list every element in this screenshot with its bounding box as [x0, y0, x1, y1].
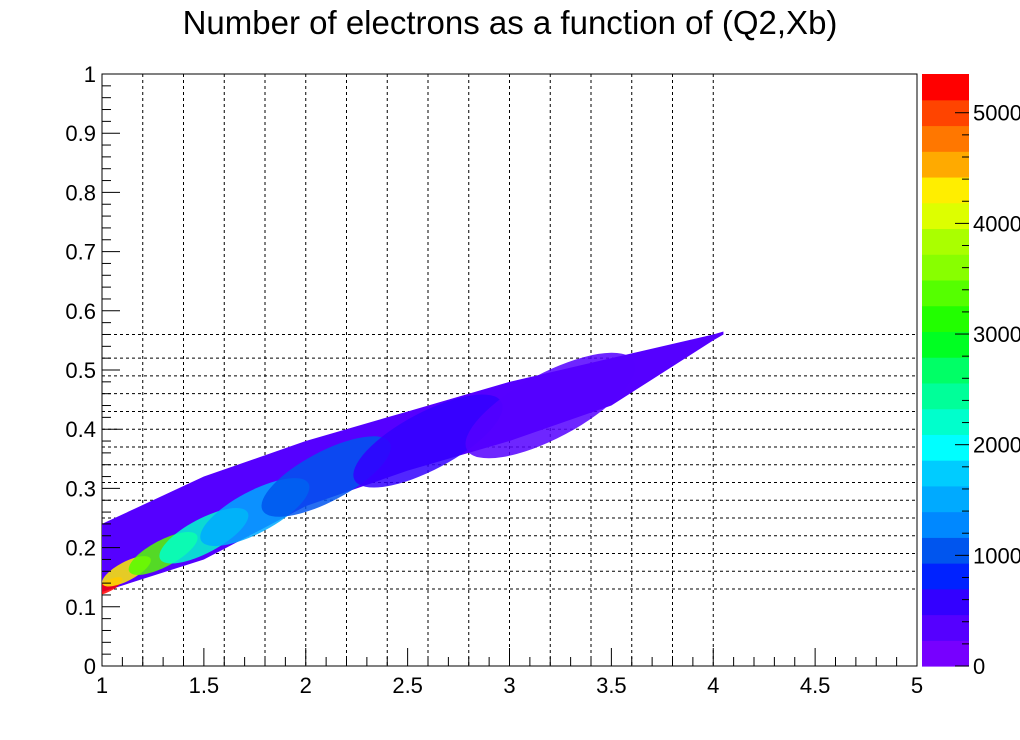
x-tick-label-6: 4: [707, 673, 719, 698]
colorbar-segment-12: [922, 331, 969, 358]
x-tick-label-2: 2: [300, 673, 312, 698]
colorbar-segment-7: [922, 460, 969, 487]
colorbar-segment-2: [922, 588, 969, 616]
color-scale: 0 1000 2000 3000 4000 5000: [922, 74, 1020, 679]
hotspot-7: [465, 352, 635, 459]
y-tick-label-5: 0.5: [65, 358, 96, 383]
x-tick-label-5: 3.5: [596, 673, 627, 698]
colorbar-segment-8: [922, 434, 969, 461]
x-tick-label-0: 1: [96, 673, 108, 698]
y-tick-label-4: 0.4: [65, 417, 96, 442]
y-tick-label-8: 0.8: [65, 180, 96, 205]
colorbar-segment-5: [922, 511, 969, 538]
colorbar-segment-19: [922, 151, 969, 178]
grid-layer: [102, 74, 917, 666]
x-tick-label-4: 3: [503, 673, 515, 698]
y-tick-label-9: 0.9: [65, 121, 96, 146]
colorbar-segment-18: [922, 176, 969, 204]
colorbar-segment-20: [922, 125, 969, 152]
colorbar-segment-0: [922, 640, 969, 667]
y-tick-label-1: 0.1: [65, 595, 96, 620]
x-tick-label-8: 5: [911, 673, 923, 698]
colorbar-segment-10: [922, 382, 969, 410]
x-tick-label-7: 4.5: [800, 673, 831, 698]
y-tick-label-3: 0.3: [65, 476, 96, 501]
colorbar-segment-11: [922, 357, 969, 384]
colorbar-segment-3: [922, 563, 969, 590]
colorbar-tick-label-1: 1000: [973, 543, 1020, 568]
colorbar-tick-label-3: 3000: [973, 322, 1020, 347]
colorbar-tick-label-5: 5000: [973, 101, 1020, 126]
chart-title: Number of electrons as a function of (Q2…: [182, 4, 838, 41]
y-tick-label-2: 0.2: [65, 536, 96, 561]
x-tick-label-3: 2.5: [392, 673, 423, 698]
colorbar-segment-17: [922, 202, 969, 230]
data-band-layer: [102, 331, 724, 596]
colorbar-tick-label-4: 4000: [973, 211, 1020, 236]
hotspot-5: [261, 436, 391, 517]
colorbar-segment-13: [922, 305, 969, 332]
colorbar-segment-1: [922, 614, 969, 641]
y-tick-label-10: 1: [84, 62, 96, 87]
colorbar-segment-9: [922, 408, 969, 435]
y-tick-label-6: 0.6: [65, 299, 96, 324]
y-tick-label-7: 0.7: [65, 240, 96, 265]
colorbar-tick-label-2: 2000: [973, 433, 1020, 458]
colorbar-segment-22: [922, 74, 969, 101]
colorbar-tick-label-0: 0: [973, 654, 985, 679]
axis-layer: 1 1.5 2 2.5 3 3.5 4 4.5 5 0 0.1 0.2 0.3 0.4 0.5 0.6 0.7 0…: [65, 62, 923, 698]
colorbar-segment-14: [922, 279, 969, 307]
hotspot-6: [353, 394, 503, 488]
colorbar-segment-4: [922, 537, 969, 564]
x-tick-label-1: 1.5: [189, 673, 220, 698]
colorbar-segment-15: [922, 254, 969, 281]
colorbar-segment-16: [922, 228, 969, 255]
y-tick-label-0: 0: [84, 654, 96, 679]
colorbar-segment-6: [922, 485, 969, 513]
